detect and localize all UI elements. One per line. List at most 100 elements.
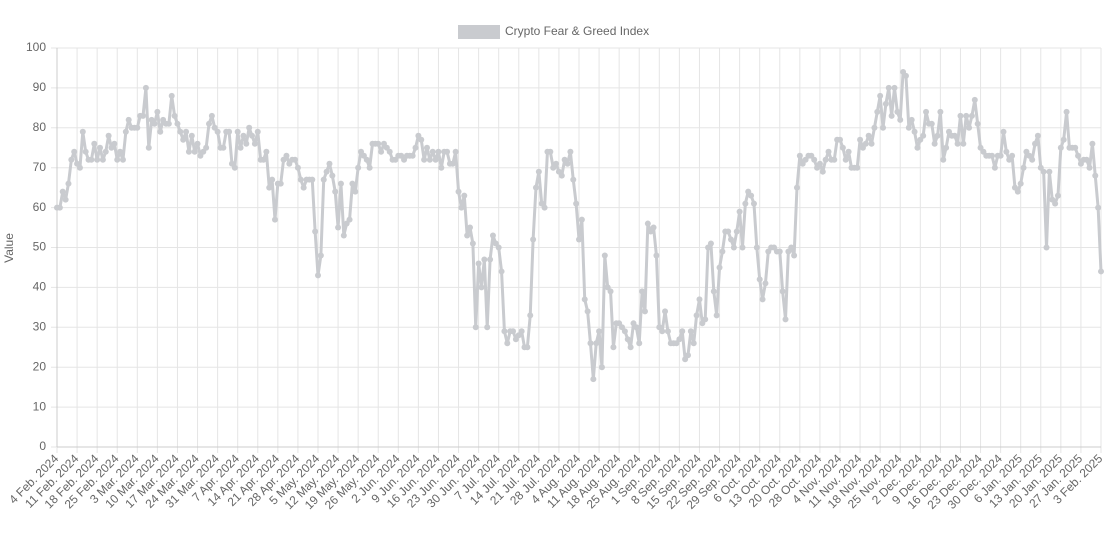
data-point xyxy=(317,252,324,259)
data-point xyxy=(412,144,419,151)
data-point xyxy=(157,128,164,135)
data-point xyxy=(1095,204,1102,211)
data-point xyxy=(570,176,577,183)
data-point xyxy=(641,308,648,315)
data-point xyxy=(260,156,267,163)
data-point xyxy=(874,108,881,115)
data-point xyxy=(154,108,161,115)
data-point xyxy=(862,140,869,147)
y-tick-label: 50 xyxy=(33,240,47,254)
data-point xyxy=(449,160,456,167)
legend-swatch xyxy=(458,25,500,39)
data-point xyxy=(943,144,950,151)
data-point xyxy=(452,148,459,155)
data-point xyxy=(659,328,666,335)
data-point xyxy=(326,160,333,167)
data-point xyxy=(56,204,63,211)
data-point xyxy=(498,268,505,275)
data-point xyxy=(719,248,726,255)
data-point xyxy=(294,164,301,171)
data-point xyxy=(206,120,213,127)
data-point xyxy=(776,248,783,255)
data-point xyxy=(472,324,479,331)
data-point xyxy=(1020,164,1027,171)
data-point xyxy=(323,168,330,175)
data-point xyxy=(871,124,878,131)
data-point xyxy=(989,152,996,159)
data-point xyxy=(329,172,336,179)
data-point xyxy=(750,200,757,207)
data-point xyxy=(831,156,838,163)
data-point xyxy=(1000,128,1007,135)
data-point xyxy=(171,112,178,119)
data-point xyxy=(710,288,717,295)
data-point xyxy=(335,224,342,231)
data-point xyxy=(963,112,970,119)
data-point xyxy=(593,340,600,347)
data-point xyxy=(902,72,909,79)
data-point xyxy=(315,272,321,279)
data-point xyxy=(578,216,585,223)
data-point xyxy=(905,124,912,131)
data-point xyxy=(974,120,981,127)
data-point xyxy=(194,140,201,147)
data-point xyxy=(690,340,697,347)
data-point xyxy=(610,344,617,351)
data-point xyxy=(535,168,542,175)
data-point xyxy=(340,232,347,239)
data-point xyxy=(788,244,795,251)
data-point xyxy=(845,148,852,155)
data-point xyxy=(481,256,488,263)
data-point xyxy=(897,116,904,123)
data-point xyxy=(484,324,491,331)
y-tick-label: 30 xyxy=(33,319,47,333)
data-point xyxy=(811,156,818,163)
data-point xyxy=(598,364,605,371)
data-point xyxy=(882,100,889,107)
data-point xyxy=(558,172,565,179)
data-point xyxy=(894,108,901,115)
data-point xyxy=(696,296,703,303)
data-point xyxy=(888,112,895,119)
data-point xyxy=(633,324,640,331)
data-point xyxy=(627,344,634,351)
data-point xyxy=(527,312,534,319)
data-point xyxy=(730,244,737,251)
data-point xyxy=(937,108,944,115)
data-point xyxy=(464,232,471,239)
data-point xyxy=(249,132,256,139)
data-point xyxy=(88,156,95,163)
data-point xyxy=(662,308,669,315)
data-point xyxy=(111,140,118,147)
data-point xyxy=(1034,132,1041,139)
data-point xyxy=(62,196,69,203)
data-point xyxy=(636,340,643,347)
y-tick-label: 100 xyxy=(26,40,46,54)
data-point xyxy=(934,132,941,139)
data-point xyxy=(1014,188,1021,195)
data-point xyxy=(687,328,694,335)
data-point xyxy=(920,132,927,139)
data-point xyxy=(1092,172,1099,179)
data-point xyxy=(825,148,832,155)
data-point xyxy=(816,160,823,167)
data-point xyxy=(822,156,829,163)
data-point xyxy=(547,148,554,155)
data-point xyxy=(140,112,147,119)
data-point xyxy=(438,164,445,171)
data-point xyxy=(352,188,359,195)
data-point xyxy=(165,120,172,127)
data-point xyxy=(601,252,608,259)
data-point xyxy=(332,188,339,195)
y-tick-label: 10 xyxy=(33,399,47,413)
data-point xyxy=(753,244,760,251)
data-point xyxy=(243,140,250,147)
data-point xyxy=(191,148,198,155)
data-point xyxy=(702,316,709,323)
data-point xyxy=(297,176,304,183)
y-tick-label: 70 xyxy=(33,160,47,174)
data-point xyxy=(312,228,319,235)
data-point xyxy=(857,136,864,143)
data-point xyxy=(378,148,385,155)
data-point xyxy=(954,140,961,147)
